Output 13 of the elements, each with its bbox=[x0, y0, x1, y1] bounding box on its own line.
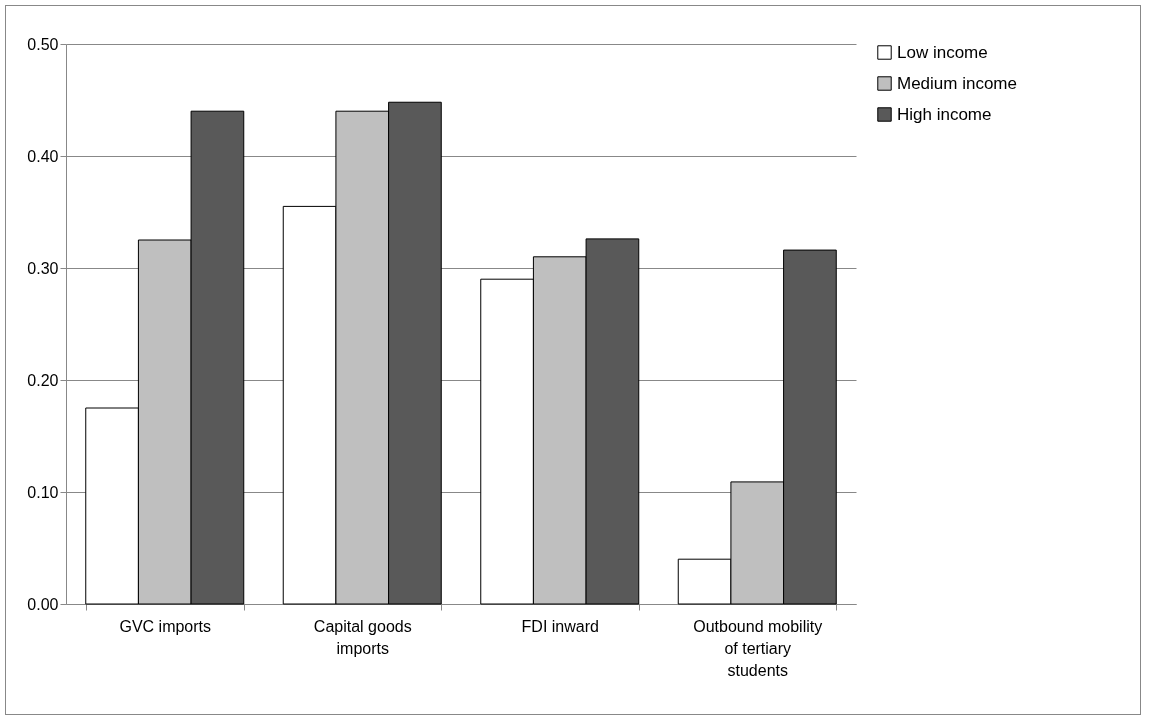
legend-label: Low income bbox=[897, 42, 988, 62]
y-tick-label: 0.30 bbox=[27, 259, 59, 277]
y-tick-label: 0.20 bbox=[27, 371, 59, 389]
y-tick-label: 0.00 bbox=[27, 595, 59, 613]
legend-label: High income bbox=[897, 104, 992, 124]
x-tick-label: GVC imports bbox=[119, 617, 212, 635]
y-tick-label: 0.40 bbox=[27, 147, 59, 165]
y-tick-label: 0.50 bbox=[27, 35, 59, 53]
y-tick-label: 0.10 bbox=[27, 483, 59, 501]
legend-label: Medium income bbox=[897, 73, 1017, 93]
x-tick-label: Capital goods imports bbox=[313, 617, 412, 657]
x-tick-label: Outbound mobility of tertiary students bbox=[693, 617, 823, 679]
x-tick-label: FDI inward bbox=[521, 617, 599, 635]
